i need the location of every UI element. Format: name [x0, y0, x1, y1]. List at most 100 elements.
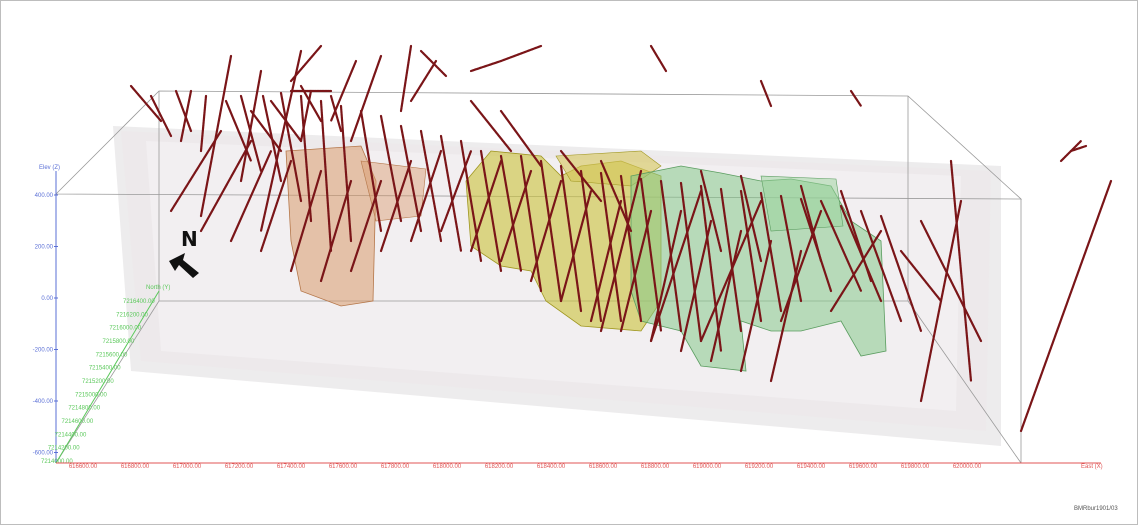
- easting-tick-label: 619200.00: [745, 464, 774, 470]
- drillhole-trace: [179, 89, 193, 143]
- drillhole-trace: [739, 174, 763, 263]
- easting-tick-label: 618000.00: [433, 464, 462, 470]
- elev-tick-label: 200.00: [35, 245, 54, 251]
- drillhole-trace: [599, 159, 633, 233]
- elev-tick-label: -600.00: [33, 451, 54, 457]
- drillhole-trace: [919, 219, 983, 343]
- drillhole-trace: [249, 109, 283, 153]
- drillhole-trace: [129, 84, 163, 123]
- drillhole-trace: [799, 184, 823, 263]
- drillhole-trace: [399, 44, 413, 113]
- drillhole-trace: [419, 49, 448, 78]
- drillhole-trace: [709, 229, 743, 363]
- drillhole-trace: [229, 149, 273, 243]
- northing-tick-label: 7214000.00: [41, 459, 73, 465]
- drillhole-trace: [239, 94, 263, 173]
- drillhole-trace: [224, 99, 253, 163]
- drillhole-trace: [269, 99, 303, 143]
- elev-tick-label: -400.00: [33, 399, 54, 405]
- drillhole-trace: [949, 159, 973, 383]
- easting-tick-label: 616600.00: [69, 464, 98, 470]
- drillhole-trace: [1069, 144, 1088, 153]
- drillhole-trace: [169, 129, 223, 213]
- drillhole-trace: [519, 154, 543, 293]
- drillhole-trace: [839, 189, 873, 283]
- northing-tick-label: 7214200.00: [48, 446, 80, 452]
- northing-tick-label: 7215400.00: [89, 366, 121, 372]
- drillhole-trace: [199, 94, 208, 153]
- easting-tick-label: 618400.00: [537, 464, 566, 470]
- elev-tick-label: 0.00: [41, 296, 53, 302]
- northing-tick-label: 7215000.00: [75, 392, 107, 398]
- northing-tick-label: 7216200.00: [116, 312, 148, 318]
- elev-tick-label: -200.00: [33, 348, 54, 354]
- drillhole-trace: [739, 239, 773, 373]
- drillhole-trace: [899, 249, 943, 303]
- drillhole-trace: [149, 94, 173, 138]
- northing-tick-label: 7215800.00: [103, 339, 135, 345]
- easting-tick-label: 617600.00: [329, 464, 358, 470]
- drillhole-trace: [829, 229, 883, 313]
- drillhole-trace: [469, 99, 513, 153]
- drillhole-trace: [699, 184, 723, 353]
- drillhole-trace: [819, 199, 863, 293]
- drillhole-trace: [699, 199, 763, 343]
- drillhole-trace: [619, 209, 653, 333]
- drillhole-trace: [349, 54, 383, 143]
- northing-tick-label: 7214400.00: [55, 432, 87, 438]
- drillhole-trace: [759, 191, 783, 313]
- elev-tick-label: 400.00: [35, 193, 54, 199]
- northing-tick-label: 7214600.00: [62, 419, 94, 425]
- elevation-axis: Elev (Z) 400.00 200.00 0.00 -200.00 -400.00 -…: [33, 165, 60, 463]
- drillhole-trace: [199, 54, 233, 218]
- drillhole-trace: [779, 194, 803, 303]
- easting-tick-label: 620000.00: [953, 464, 982, 470]
- drillhole-trace: [469, 59, 503, 73]
- drillhole-trace: [199, 139, 253, 233]
- drillhole-trace: [289, 169, 323, 273]
- easting-tick-label: 619400.00: [797, 464, 826, 470]
- easting-tick-label: 617200.00: [225, 464, 254, 470]
- easting-tick-label: 616800.00: [121, 464, 150, 470]
- drillhole-trace: [499, 169, 533, 263]
- drillhole-trace: [589, 199, 623, 323]
- drillhole-trace: [639, 177, 663, 333]
- easting-axis: East (X) 616600.00 616800.00 617000.00 6172…: [56, 462, 1103, 470]
- drillhole-trace: [409, 149, 443, 243]
- easting-tick-label: 617800.00: [381, 464, 410, 470]
- easting-tick-label: 617000.00: [173, 464, 202, 470]
- drillhole-trace: [599, 171, 623, 323]
- easting-axis-title: East (X): [1081, 464, 1103, 470]
- drillhole-trace: [279, 91, 303, 203]
- drillhole-trace: [329, 94, 343, 133]
- drillhole-trace: [349, 179, 383, 273]
- drillhole-trace: [779, 209, 823, 323]
- drillhole-trace: [439, 134, 463, 253]
- northing-axis-title: North (Y): [146, 285, 170, 291]
- easting-tick-label: 618200.00: [485, 464, 514, 470]
- drillhole-trace: [599, 169, 643, 333]
- drillhole-trace: [469, 159, 503, 253]
- easting-tick-label: 618600.00: [589, 464, 618, 470]
- northing-tick-label: 7215600.00: [96, 352, 128, 358]
- drillhole-trace: [299, 89, 313, 143]
- easting-tick-label: 619600.00: [849, 464, 878, 470]
- drillhole-trace: [379, 159, 413, 253]
- drillhole-trace: [879, 214, 923, 333]
- drillhole-trace: [1019, 179, 1113, 433]
- drillhole-trace: [259, 49, 303, 233]
- northing-tick-label: 7215200.00: [82, 379, 114, 385]
- drillhole-trace: [409, 59, 438, 103]
- drillhole-trace: [759, 79, 773, 108]
- easting-tick-label: 619000.00: [693, 464, 722, 470]
- drillhole-trace: [339, 104, 353, 243]
- elev-axis-title: Elev (Z): [39, 165, 60, 171]
- drillhole-trace: [529, 179, 563, 283]
- drillhole-traces: [129, 44, 1113, 433]
- drillhole-trace: [399, 124, 423, 233]
- drillhole-trace: [319, 179, 353, 283]
- drillhole-trace: [859, 209, 903, 323]
- drillhole-trace: [649, 209, 683, 343]
